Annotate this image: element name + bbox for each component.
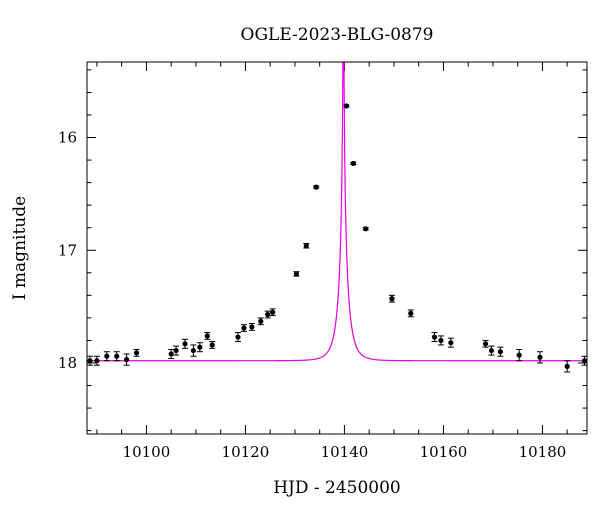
data-point	[516, 348, 523, 362]
point-marker	[241, 325, 247, 331]
y-tick-label: 18	[58, 354, 77, 372]
point-marker	[363, 226, 369, 232]
data-point	[182, 338, 189, 349]
data-point	[123, 353, 130, 366]
point-marker	[564, 363, 570, 369]
point-marker	[209, 342, 215, 348]
data-point	[407, 309, 414, 318]
data-point	[264, 310, 271, 319]
point-marker	[124, 357, 130, 363]
point-marker	[438, 337, 444, 344]
data-point	[93, 355, 100, 366]
data-point	[190, 344, 197, 357]
point-marker	[168, 351, 174, 357]
tick-labels: 10100 10120 10140 10160 10180 16 17 18	[58, 129, 566, 461]
point-marker	[313, 184, 319, 190]
point-marker	[303, 243, 309, 249]
x-axis-label: HJD - 2450000	[273, 478, 401, 498]
y-tick-label: 17	[58, 241, 77, 259]
data-point	[536, 351, 543, 364]
data-point	[447, 337, 454, 348]
point-marker	[182, 341, 188, 347]
point-marker	[343, 103, 350, 109]
point-marker	[258, 318, 264, 324]
y-axis-label: I magnitude	[10, 196, 30, 300]
data-point	[343, 103, 350, 109]
model-curve	[87, 62, 587, 362]
point-marker	[408, 310, 414, 316]
point-marker	[190, 347, 197, 354]
point-marker	[350, 160, 356, 167]
point-marker	[104, 353, 110, 359]
data-point	[293, 271, 300, 277]
y-tick-label: 16	[58, 129, 77, 147]
x-tick-label: 10160	[420, 443, 468, 461]
point-marker	[235, 334, 241, 340]
point-marker	[249, 324, 255, 330]
x-tick-label: 10140	[321, 443, 369, 461]
point-marker	[270, 309, 276, 315]
point-marker	[482, 341, 489, 347]
data-point	[103, 351, 110, 362]
point-marker	[431, 334, 438, 340]
point-marker	[537, 354, 543, 360]
axis-ticks	[87, 62, 587, 434]
x-tick-label: 10180	[519, 443, 567, 461]
data-point	[269, 308, 276, 317]
data-point	[313, 184, 320, 190]
data-point	[196, 342, 203, 353]
point-marker	[133, 350, 140, 356]
data-point	[362, 226, 369, 232]
point-marker	[265, 311, 271, 318]
data-point	[240, 324, 247, 332]
point-marker	[448, 340, 454, 346]
data-point	[209, 341, 216, 349]
point-marker	[204, 333, 210, 339]
data-point	[168, 348, 175, 359]
x-tick-label: 10120	[222, 443, 270, 461]
point-marker	[197, 344, 203, 350]
data-point	[204, 332, 211, 340]
point-marker	[389, 296, 395, 302]
point-marker	[581, 358, 588, 364]
data-points	[86, 103, 588, 373]
data-point	[303, 242, 310, 249]
data-point	[173, 345, 180, 356]
point-marker	[516, 352, 522, 358]
data-point	[564, 360, 571, 373]
data-point	[388, 294, 395, 303]
data-point	[437, 335, 444, 346]
point-marker	[173, 347, 179, 354]
point-marker	[87, 358, 93, 364]
point-marker	[293, 271, 300, 277]
data-point	[133, 348, 140, 357]
point-marker	[94, 358, 100, 364]
data-point	[234, 332, 241, 343]
data-point	[248, 323, 255, 331]
data-point	[431, 332, 438, 343]
point-marker	[497, 349, 503, 355]
data-point	[86, 355, 93, 366]
data-point	[497, 346, 504, 357]
data-point	[581, 355, 588, 366]
data-point	[488, 345, 495, 356]
data-point	[482, 339, 489, 348]
point-marker	[114, 353, 120, 359]
chart-title: OGLE-2023-BLG-0879	[241, 25, 434, 45]
plot-frame	[86, 61, 588, 435]
x-tick-label: 10100	[123, 443, 171, 461]
data-point	[257, 317, 264, 326]
data-point	[113, 351, 120, 362]
point-marker	[488, 347, 495, 354]
data-point	[350, 160, 357, 167]
